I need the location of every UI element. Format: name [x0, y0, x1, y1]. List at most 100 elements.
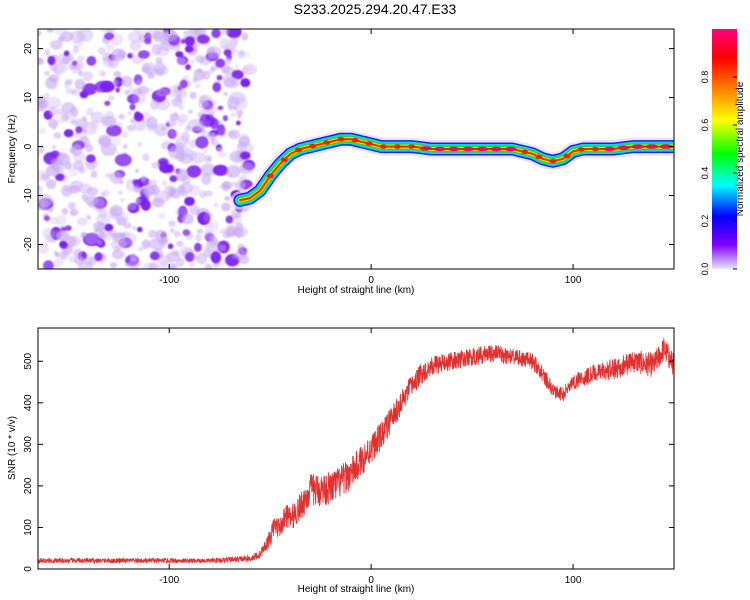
noise-blob: [137, 226, 143, 233]
noise-blob: [38, 185, 43, 196]
noise-blob: [237, 114, 242, 120]
noise-blob: [213, 202, 219, 208]
noise-blob: [128, 257, 141, 269]
noise-blob: [240, 78, 251, 88]
noise-blob: [38, 242, 49, 255]
noise-blob: [216, 146, 223, 152]
noise-blob: [201, 173, 212, 186]
noise-blob: [166, 251, 181, 262]
colorbar: [712, 29, 737, 269]
noise-blob: [147, 229, 158, 239]
noise-blob: [108, 95, 115, 101]
noise-blob: [133, 112, 144, 122]
noise-blob: [106, 124, 122, 137]
noise-blob: [147, 87, 154, 92]
noise-blob: [187, 119, 204, 132]
top-x-tick-label: 0: [368, 275, 374, 286]
noise-blob: [149, 99, 159, 111]
noise-blob: [176, 92, 182, 99]
noise-blob: [212, 82, 222, 93]
noise-blob: [111, 136, 122, 147]
noise-blob: [118, 113, 125, 120]
colorbar-ticks: 0.0 0.2 0.4 0.6 0.8: [700, 71, 737, 276]
noise-blob: [194, 242, 202, 252]
noise-blob: [66, 235, 77, 248]
noise-blob: [187, 109, 193, 115]
noise-blob: [219, 38, 231, 50]
noise-blob: [48, 106, 58, 117]
colorbar-tick-label: 0.8: [700, 71, 710, 84]
noise-blob: [75, 126, 83, 134]
bottom-y-tick-label: 400: [23, 394, 34, 411]
noise-blob: [235, 120, 241, 126]
colorbar-tick-label: 0.0: [700, 263, 710, 276]
noise-blob: [151, 198, 161, 207]
ridge-peak: [351, 138, 359, 143]
noise-blob: [187, 184, 201, 197]
noise-blob: [216, 124, 226, 136]
noise-blob: [100, 143, 117, 157]
noise-blob: [186, 165, 202, 178]
noise-blob: [152, 32, 162, 40]
noise-blob: [98, 134, 112, 146]
noise-blob: [210, 251, 222, 264]
noise-blob: [64, 187, 70, 193]
noise-blob: [185, 252, 195, 262]
noise-blob: [234, 180, 246, 190]
ridge-peak: [365, 141, 373, 146]
noise-blob: [164, 140, 171, 145]
noise-blob: [78, 70, 84, 77]
noise-blob: [74, 78, 86, 90]
noise-blob: [64, 161, 73, 171]
ridge-peak: [379, 144, 387, 149]
noise-blob: [234, 249, 248, 260]
bottom-y-ticks: 0 100 200 300 400 500: [23, 352, 674, 572]
noise-blob: [217, 150, 227, 158]
noise-blob: [109, 171, 123, 184]
frequency-ridge: [230, 130, 674, 210]
noise-blob: [132, 179, 140, 185]
noise-blob: [134, 168, 140, 174]
noise-blob: [69, 60, 81, 74]
noise-blob: [44, 92, 50, 99]
noise-blob: [80, 232, 87, 238]
noise-blob: [192, 77, 198, 83]
noise-blob: [86, 214, 91, 220]
top-y-tick-label: -20: [23, 237, 34, 252]
noise-blob: [160, 236, 169, 244]
bottom-x-axis-label: Height of straight line (km): [298, 584, 415, 595]
noise-blob: [228, 131, 236, 137]
noise-blob: [72, 40, 84, 49]
ridge-peak: [521, 149, 529, 155]
noise-blob: [183, 30, 190, 36]
noise-blob: [100, 191, 106, 197]
noise-blob: [141, 239, 151, 249]
noise-blob: [222, 115, 228, 122]
noise-blob: [184, 45, 194, 53]
noise-blob: [131, 226, 138, 231]
noise-blob: [41, 173, 50, 181]
noise-blob: [169, 129, 180, 139]
noise-blob: [124, 89, 131, 96]
noise-blob: [179, 190, 188, 198]
colorbar-tick-label: 0.2: [700, 215, 710, 228]
noise-blob: [144, 38, 152, 45]
noise-blob: [151, 43, 162, 56]
noise-blob: [155, 57, 163, 64]
noise-blob: [44, 96, 62, 110]
noise-blob: [68, 167, 78, 178]
ridge-peak: [295, 147, 302, 153]
noise-blob: [47, 29, 54, 33]
ridge-peak: [309, 143, 317, 149]
noise-blob: [168, 220, 176, 227]
noise-blob: [202, 148, 208, 154]
noise-blob: [189, 91, 197, 100]
noise-blob: [118, 190, 123, 195]
snr-series-line: [38, 337, 674, 565]
noise-blob: [122, 130, 129, 139]
noise-blob: [206, 156, 212, 162]
noise-blob: [159, 163, 173, 174]
noise-blob: [184, 196, 195, 206]
noise-blob: [169, 113, 180, 122]
noise-blob: [217, 105, 224, 111]
